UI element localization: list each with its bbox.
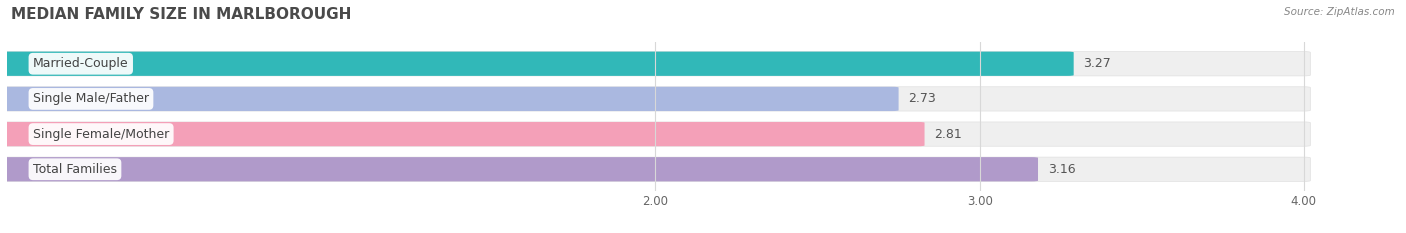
FancyBboxPatch shape (0, 52, 1074, 76)
FancyBboxPatch shape (0, 87, 898, 111)
Text: 3.27: 3.27 (1084, 57, 1111, 70)
FancyBboxPatch shape (0, 52, 1310, 76)
FancyBboxPatch shape (0, 157, 1038, 181)
FancyBboxPatch shape (0, 122, 925, 146)
Text: 2.73: 2.73 (908, 93, 936, 105)
FancyBboxPatch shape (0, 87, 1310, 111)
Text: MEDIAN FAMILY SIZE IN MARLBOROUGH: MEDIAN FAMILY SIZE IN MARLBOROUGH (11, 7, 352, 22)
Text: Total Families: Total Families (32, 163, 117, 176)
Text: 2.81: 2.81 (934, 128, 962, 140)
Text: Married-Couple: Married-Couple (32, 57, 128, 70)
Text: 3.16: 3.16 (1047, 163, 1076, 176)
FancyBboxPatch shape (0, 157, 1310, 181)
Text: Source: ZipAtlas.com: Source: ZipAtlas.com (1284, 7, 1395, 17)
FancyBboxPatch shape (0, 122, 1310, 146)
Text: Single Female/Mother: Single Female/Mother (32, 128, 169, 140)
Text: Single Male/Father: Single Male/Father (32, 93, 149, 105)
